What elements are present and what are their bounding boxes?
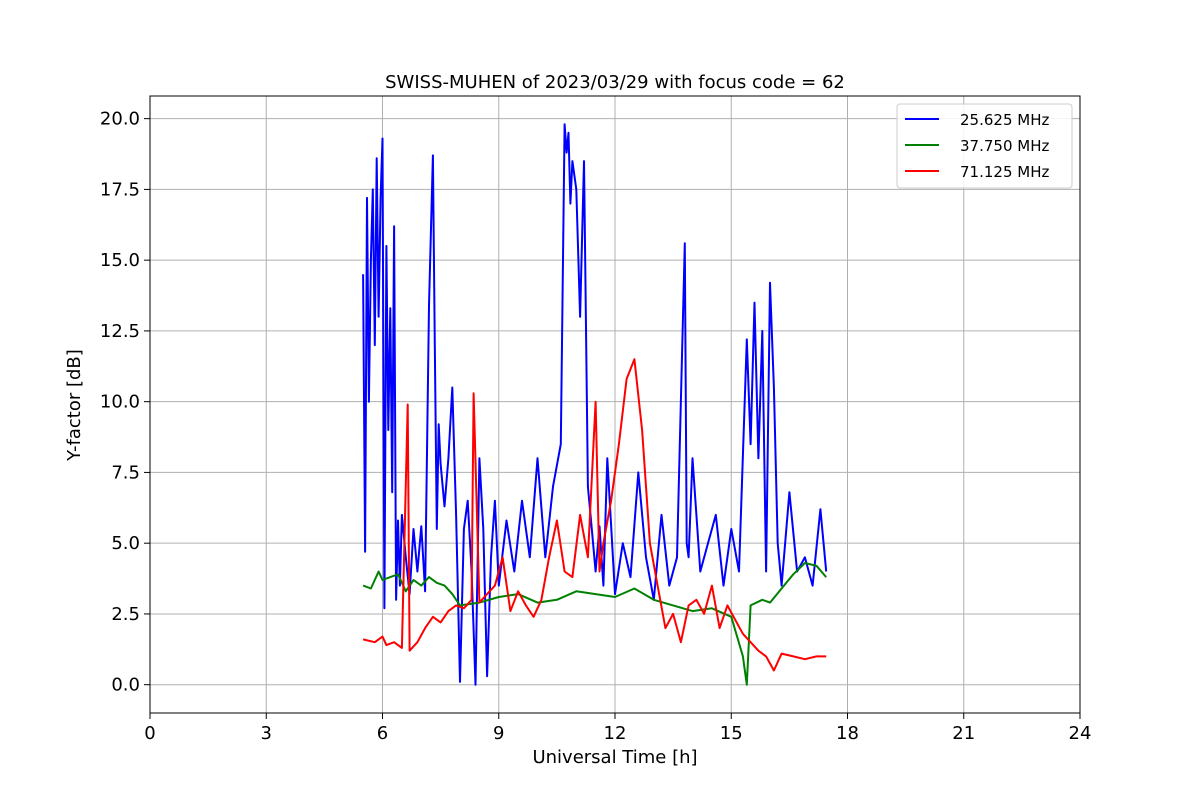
y-tick-label: 17.5 <box>100 179 140 200</box>
y-tick-label: 10.0 <box>100 392 140 413</box>
y-tick-label: 7.5 <box>111 462 140 483</box>
x-axis-label: Universal Time [h] <box>532 747 697 768</box>
x-tick-label: 0 <box>144 723 155 744</box>
y-tick-label: 2.5 <box>111 604 140 625</box>
series-line-2 <box>362 358 827 672</box>
x-tick-label: 18 <box>836 723 859 744</box>
x-tick-label: 6 <box>377 723 388 744</box>
y-tick-label: 15.0 <box>100 250 140 271</box>
x-tick-label: 24 <box>1069 723 1092 744</box>
axis-ticks: 0 3 6 9 12 15 18 21 24 0.0 2.5 5.0 7.5 10.0 12.5 15.0 17… <box>100 109 1092 744</box>
y-tick-label: 12.5 <box>100 321 140 342</box>
y-tick-label: 20.0 <box>100 109 140 130</box>
y-tick-label: 0.0 <box>111 675 140 696</box>
legend: 25.625 MHz 37.750 MHz 71.125 MHz <box>896 103 1073 189</box>
y-axis-label: Y-factor [dB] <box>64 349 85 462</box>
x-tick-label: 15 <box>720 723 743 744</box>
legend-label: 25.625 MHz <box>960 111 1049 129</box>
legend-box <box>896 103 1073 189</box>
chart-title: SWISS-MUHEN of 2023/03/29 with focus cod… <box>385 72 845 93</box>
x-tick-label: 9 <box>493 723 504 744</box>
legend-label: 71.125 MHz <box>960 163 1049 181</box>
x-tick-label: 21 <box>952 723 975 744</box>
legend-label: 37.750 MHz <box>960 137 1049 155</box>
x-tick-label: 12 <box>604 723 627 744</box>
series-group <box>362 123 828 686</box>
y-tick-label: 5.0 <box>111 533 140 554</box>
series-line-0 <box>362 123 828 686</box>
x-tick-label: 3 <box>261 723 272 744</box>
series-line-1 <box>362 562 827 686</box>
